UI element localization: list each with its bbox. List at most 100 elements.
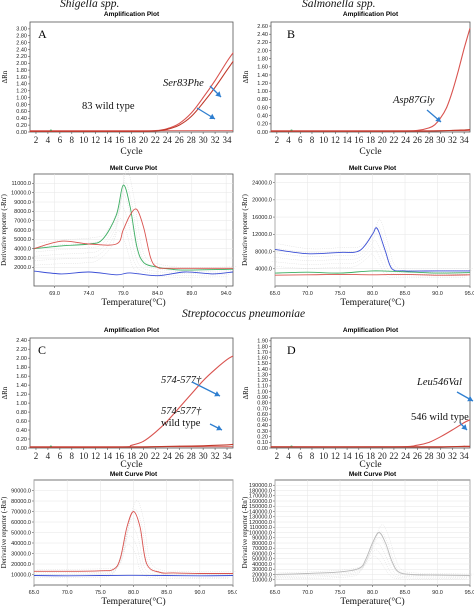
plot-title: Amplification Plot (343, 11, 399, 18)
y-tick-label: 70000.0 (252, 546, 272, 552)
y-tick-label: 1.40 (16, 82, 27, 88)
background-trace (32, 206, 232, 274)
y-tick-label: 0.80 (16, 102, 27, 108)
x-tick-label: 75.0 (335, 590, 346, 596)
x-tick-label: 28 (425, 135, 435, 145)
organism-title-shigella: Shigella spp. (60, 0, 120, 10)
data-point (270, 446, 272, 448)
series-line-mutant (33, 511, 233, 574)
y-tick-label: 180000.0 (249, 488, 272, 494)
x-tick-label: 4 (46, 135, 51, 145)
data-point (178, 445, 180, 447)
x-tick-label: 2 (275, 451, 280, 461)
y-tick-label: 0.00 (16, 446, 27, 452)
plot-title: Amplification Plot (343, 327, 399, 334)
organism-title-streptococcus: Streptococcus pneumoniae (182, 308, 306, 320)
data-point (446, 107, 448, 109)
x-tick-label: 6 (58, 451, 63, 461)
x-axis-label: Temperature(°C) (101, 297, 165, 308)
x-axis-label: Temperature(°C) (340, 596, 404, 607)
x-axis-label: Cycle (120, 460, 142, 470)
y-tick-label: 2.00 (16, 356, 27, 362)
x-tick-label: 34 (223, 135, 233, 145)
y-tick-label: 0.40 (257, 423, 268, 429)
plot-frame (270, 21, 471, 133)
x-tick-label: 14 (343, 451, 353, 461)
x-tick-label: 20 (378, 135, 388, 145)
data-point (178, 407, 180, 409)
y-tick-label: 0.20 (257, 435, 268, 441)
background-traces (270, 218, 474, 278)
arrow-head (461, 424, 467, 430)
x-tick-label: 70.0 (62, 590, 73, 596)
data-point (214, 368, 216, 370)
x-tick-label: 90.0 (432, 590, 443, 596)
data-point (29, 130, 31, 132)
background-trace (278, 218, 474, 270)
x-tick-label: 28 (425, 451, 435, 461)
melt-curve-plot-b: Melt Curve Plot 4000.0 8000.0 12000.0 16000.… (241, 165, 474, 308)
x-axis-label: Cycle (359, 460, 381, 470)
x-tick-label: 26 (175, 451, 185, 461)
x-tick-label: 8 (70, 135, 75, 145)
y-tick-label: 2.40 (16, 338, 27, 344)
y-tick-label: 10000.0 (11, 572, 31, 578)
amplification-plot-d: Amplification Plot0.000.100.200.300.400.… (242, 327, 474, 470)
x-tick-label: 90.0 (194, 590, 205, 596)
y-tick-label: 0.40 (16, 428, 27, 434)
panel-letter: A (38, 27, 47, 41)
y-tick-label: 90000.0 (252, 536, 272, 542)
x-tick-label: 8 (310, 135, 315, 145)
x-tick-label: 90.0 (432, 291, 443, 297)
y-tick-label: 40000.0 (11, 541, 31, 547)
x-tick-label: 32 (211, 135, 220, 145)
x-tick-label: 14 (343, 135, 353, 145)
y-tick-label: 8000.0 (255, 249, 272, 255)
y-tick-label: 0.00 (257, 130, 268, 136)
series-line-blue (33, 574, 234, 577)
y-tick-label: 2.20 (257, 40, 268, 46)
plot-title: Melt Curve Plot (349, 165, 397, 172)
y-tick-label: 20000.0 (11, 562, 31, 568)
y-tick-label: 2.20 (16, 347, 27, 353)
arrow-head (216, 425, 222, 431)
x-tick-label: 28 (187, 451, 197, 461)
y-tick-label: 1.10 (257, 384, 268, 390)
data-point (463, 47, 465, 49)
data-point (232, 443, 234, 445)
series-line-blue (33, 270, 234, 277)
y-tick-label: 0.50 (257, 418, 268, 424)
x-tick-label: 70.0 (302, 291, 313, 297)
arrow-head (214, 391, 220, 397)
series-line-wild_type (270, 129, 471, 132)
y-tick-label: 0.80 (16, 410, 27, 416)
plot-frame (270, 337, 471, 449)
x-tick-label: 8 (310, 451, 315, 461)
series-line-blue (274, 227, 470, 272)
x-tick-label: 85.0 (400, 291, 411, 297)
data-point (270, 130, 272, 132)
background-traces (270, 524, 474, 580)
x-tick-label: 10 (319, 135, 329, 145)
y-tick-label: 2.80 (16, 34, 27, 40)
data-point (166, 128, 168, 130)
y-tick-label: 1.00 (16, 401, 27, 407)
melt-curve-plot-a: Melt Curve Plot 2000.0 3000.0 4000.0 5000.0 6… (0, 165, 237, 308)
panel-letter: B (287, 27, 295, 41)
x-tick-label: 10 (319, 451, 329, 461)
data-point (428, 441, 430, 443)
x-tick-label: 32 (448, 135, 457, 145)
x-tick-label: 65.0 (270, 590, 281, 596)
y-tick-label: 2.60 (16, 40, 27, 46)
y-tick-label: 20000.0 (252, 572, 272, 578)
y-tick-label: 2.40 (16, 47, 27, 53)
amplification-plot-b: Amplification Plot 0.00 0.20 0.40 0.60 0.80 1.… (242, 11, 471, 157)
x-tick-label: 2 (34, 451, 39, 461)
y-axis-label: ΔRn (242, 70, 250, 83)
plot-title: Amplification Plot (104, 327, 160, 334)
plot-frame (29, 337, 234, 449)
y-tick-label: 50000.0 (252, 557, 272, 563)
background-trace (30, 218, 230, 276)
y-tick-label: 0.20 (16, 437, 27, 443)
x-tick-label: 34 (460, 135, 470, 145)
